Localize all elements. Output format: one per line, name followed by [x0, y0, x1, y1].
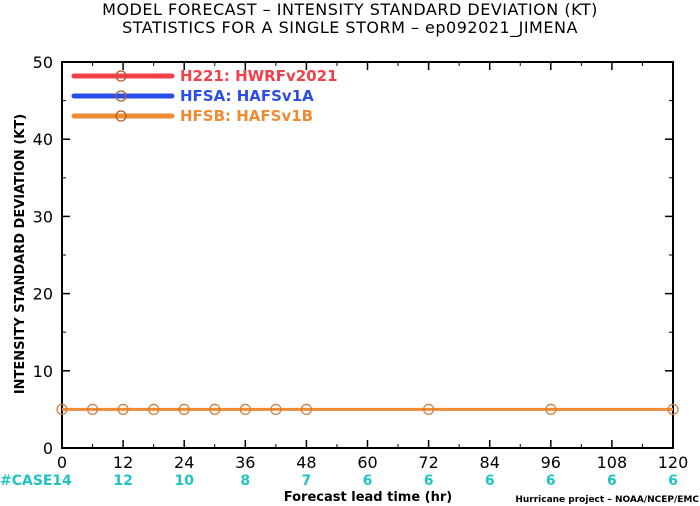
- x-tick-label: 120: [658, 453, 689, 472]
- case-count: 7: [302, 473, 312, 489]
- x-tick-label: 48: [296, 453, 316, 472]
- y-tick-label: 20: [33, 285, 53, 304]
- legend-marker: [115, 70, 127, 82]
- y-tick-label: 30: [33, 207, 53, 226]
- chart-subtitle: STATISTICS FOR A SINGLE STORM – ep092021…: [122, 18, 578, 37]
- credit-label: Hurricane project – NOAA/NCEP/EMC: [515, 495, 699, 505]
- case-count: 6: [607, 473, 617, 489]
- data-point: [545, 403, 557, 415]
- case-count: 14: [52, 473, 72, 489]
- data-point: [56, 403, 68, 415]
- x-tick-label: 0: [57, 453, 67, 472]
- y-tick-label: 40: [33, 130, 53, 149]
- x-tick-label: 108: [597, 453, 628, 472]
- case-count: 6: [485, 473, 495, 489]
- y-tick-label: 10: [33, 362, 53, 381]
- data-point: [270, 403, 282, 415]
- x-tick-label: 96: [541, 453, 561, 472]
- y-axis-label: INTENSITY STANDARD DEVIATION (KT): [13, 114, 28, 394]
- case-count: 10: [174, 473, 194, 489]
- data-point: [178, 403, 190, 415]
- legend-label: HFSA: HAFSv1A: [180, 87, 314, 105]
- data-point: [667, 403, 679, 415]
- case-counts: #CASE 14 12 10 8 7 6 6 6 6 6 6: [0, 473, 678, 489]
- case-row-label: #CASE: [0, 473, 53, 489]
- case-count: 6: [363, 473, 373, 489]
- data-point: [209, 403, 221, 415]
- legend-marker: [115, 90, 127, 102]
- data-point: [148, 403, 160, 415]
- case-count: 6: [668, 473, 678, 489]
- x-tick-label: 84: [480, 453, 500, 472]
- data-point: [423, 403, 435, 415]
- data-point: [86, 403, 99, 415]
- case-count: 12: [113, 473, 132, 489]
- chart-title: MODEL FORECAST – INTENSITY STANDARD DEVI…: [102, 0, 598, 19]
- x-axis-label: Forecast lead time (hr): [284, 490, 452, 505]
- x-tick-label: 36: [235, 453, 255, 472]
- axes: 0 10 20 30 40 50 0 12 24 36 48 60 72 84 96 108 120: [33, 53, 689, 472]
- y-tick-label: 50: [33, 53, 53, 72]
- case-count: 6: [546, 473, 556, 489]
- data-point: [117, 403, 129, 415]
- case-count: 6: [424, 473, 434, 489]
- case-count: 8: [240, 473, 250, 489]
- legend-label: HFSB: HAFSv1B: [180, 107, 313, 125]
- plot-frame: [61, 61, 674, 449]
- y-tick-label: 0: [43, 439, 53, 458]
- data-point: [300, 403, 312, 415]
- legend-marker: [115, 110, 127, 122]
- legend-label: H221: HWRFv2021: [180, 67, 338, 85]
- x-tick-label: 12: [113, 453, 133, 472]
- data-point: [239, 403, 251, 415]
- x-tick-label: 24: [174, 453, 194, 472]
- legend: H221: HWRFv2021 HFSA: HAFSv1A HFSB: HAFSv1…: [71, 67, 338, 125]
- x-tick-label: 72: [418, 453, 438, 472]
- series-layer: [56, 403, 679, 415]
- x-tick-label: 60: [357, 453, 377, 472]
